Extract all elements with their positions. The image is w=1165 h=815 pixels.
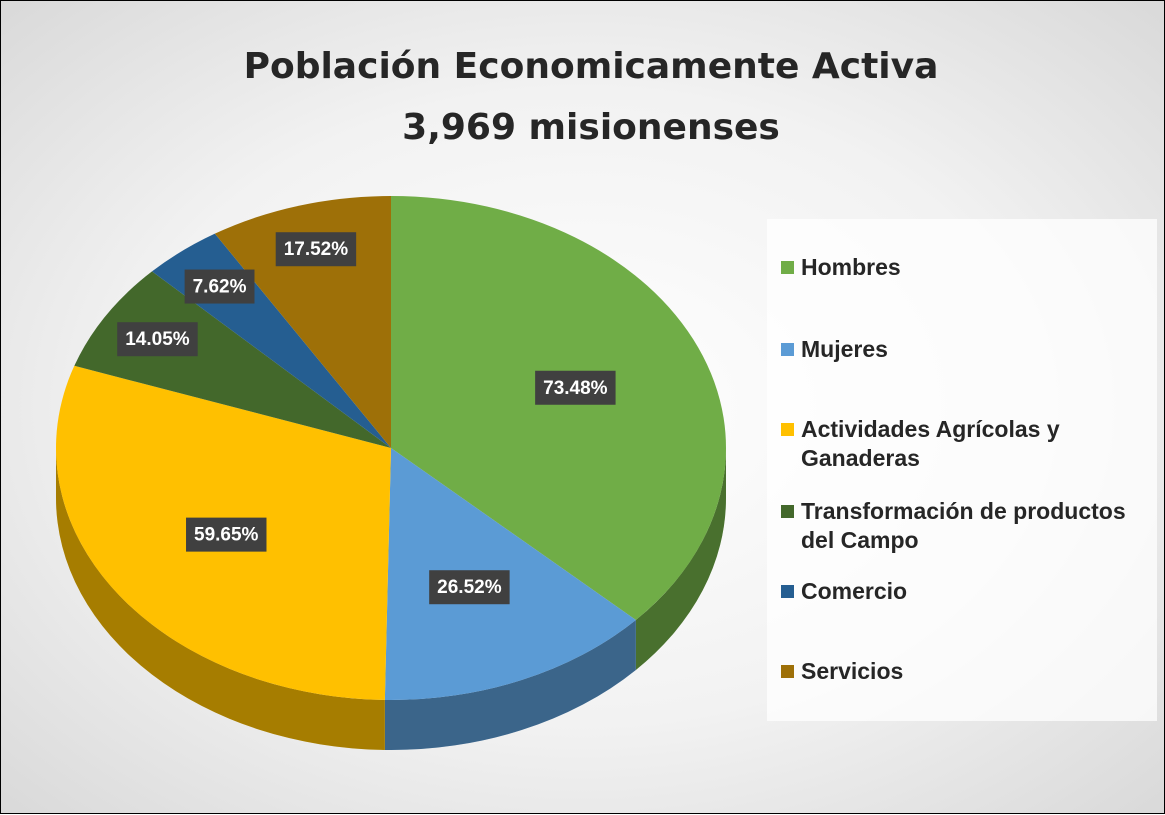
legend-label: Hombres bbox=[801, 254, 901, 280]
data-label-box bbox=[429, 570, 510, 605]
data-label: 14.05% bbox=[125, 329, 190, 350]
data-label: 7.62% bbox=[193, 277, 247, 298]
legend-swatch bbox=[781, 585, 794, 598]
legend-swatch bbox=[781, 261, 794, 274]
legend-swatch bbox=[781, 505, 794, 518]
slice bbox=[74, 271, 391, 448]
slice-side bbox=[56, 448, 385, 750]
chart-title: Población Economicamente Activa bbox=[244, 46, 939, 87]
data-label-group: 14.05% bbox=[117, 322, 198, 357]
slice-side bbox=[384, 619, 636, 751]
legend-item: Mujeres bbox=[781, 335, 1151, 364]
slice-side-shade bbox=[56, 448, 385, 750]
slice-side-shade bbox=[384, 619, 636, 751]
chart-subtitle: 3,969 misionenses bbox=[402, 107, 780, 148]
legend-label: Transformación de productos del Campo bbox=[801, 498, 1126, 553]
slice-side bbox=[635, 448, 726, 670]
legend-label: Servicios bbox=[801, 658, 904, 684]
data-label: 17.52% bbox=[284, 239, 349, 260]
data-label-group: 73.48% bbox=[535, 370, 616, 405]
legend-item: Transformación de productos del Campo bbox=[781, 497, 1151, 555]
data-label: 73.48% bbox=[543, 378, 608, 399]
legend-swatch bbox=[781, 423, 794, 436]
legend-item: Actividades Agrícolas y Ganaderas bbox=[781, 415, 1151, 473]
data-label-box bbox=[275, 232, 357, 267]
slice bbox=[391, 196, 727, 620]
data-label-group: 17.52% bbox=[275, 232, 357, 267]
legend-swatch bbox=[781, 665, 794, 678]
data-label-box bbox=[535, 370, 616, 405]
legend-label: Mujeres bbox=[801, 336, 888, 362]
legend-label: Comercio bbox=[801, 578, 908, 604]
slice bbox=[384, 448, 636, 700]
data-label-group: 26.52% bbox=[429, 570, 510, 605]
data-label-box bbox=[117, 322, 198, 357]
slice-side-shade bbox=[635, 448, 726, 670]
data-label-box bbox=[184, 269, 255, 304]
data-label-box bbox=[186, 517, 267, 552]
legend-swatch bbox=[781, 343, 794, 356]
data-label-group: 59.65% bbox=[186, 517, 267, 552]
legend: Hombres Mujeres Actividades Agrícolas y Ga… bbox=[767, 219, 1157, 721]
data-label: 26.52% bbox=[437, 577, 502, 598]
legend-item: Hombres bbox=[781, 253, 1151, 282]
data-label-group: 7.62% bbox=[184, 269, 255, 304]
data-label: 59.65% bbox=[194, 525, 259, 546]
legend-item: Comercio bbox=[781, 577, 1151, 606]
legend-label: Actividades Agrícolas y Ganaderas bbox=[801, 416, 1060, 471]
legend-item: Servicios bbox=[781, 657, 1151, 686]
